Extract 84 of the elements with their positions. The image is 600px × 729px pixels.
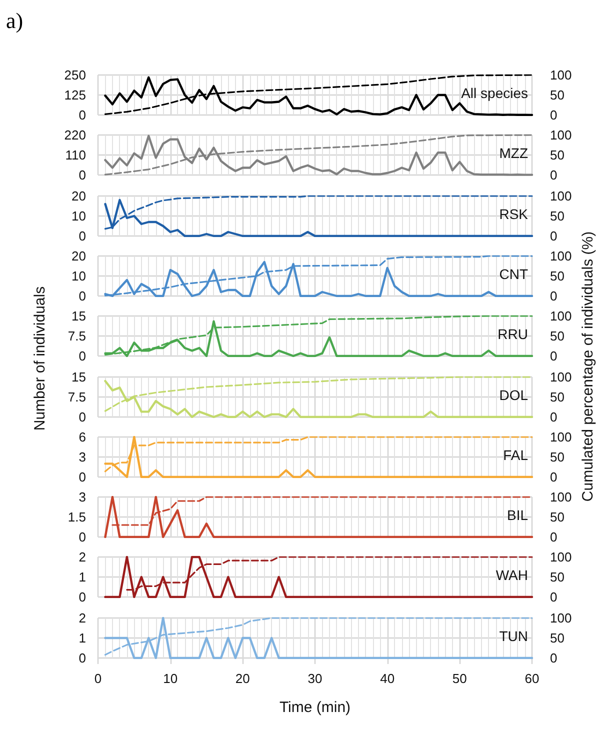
x-tick-label: 50 [452,670,467,686]
y-tick-label: 6 [78,429,86,444]
y2-tick-label: 50 [550,510,564,525]
x-tick-label: 60 [524,670,540,686]
y-tick-label: 250 [64,68,86,82]
y2-tick-label: 50 [550,630,564,646]
y2-tick-label: 0 [550,409,558,424]
y-tick-label: 0 [78,590,86,605]
x-tick-label: 30 [308,670,322,686]
y-tick-label: 0 [78,288,86,304]
series-label: MZZ [499,145,528,162]
y-tick-label: 0 [78,469,86,484]
series-label: FAL [503,446,528,463]
y2-tick-label: 50 [550,328,564,344]
y-tick-label: 3 [78,449,86,464]
x-tick-label: 10 [163,670,178,686]
y2-tick-label: 100 [550,68,572,82]
y2-tick-label: 100 [550,128,572,143]
y2-tick-label: 0 [550,650,558,666]
y-tick-label: 1 [78,570,86,585]
y2-tick-label: 50 [550,88,564,102]
y2-tick-label: 0 [550,288,558,304]
y-tick-label: 1.5 [68,510,86,525]
y-tick-label: 7.5 [68,389,86,404]
y-tick-label: 3 [78,490,86,505]
y-tick-label: 220 [64,128,86,143]
series-label: BIL [506,507,528,524]
y2-tick-label: 100 [550,429,572,444]
y2-tick-label: 0 [550,469,558,484]
y2-tick-label: 100 [550,550,572,565]
y2-tick-label: 50 [550,449,564,464]
x-axis-title: Time (min) [279,698,351,716]
y-tick-label: 10 [72,208,86,224]
series-label: CNT [499,266,528,282]
y-tick-label: 2 [78,610,86,626]
y2-tick-label: 0 [550,590,558,605]
y-tick-label: 125 [64,88,86,102]
y2-tick-label: 50 [550,148,564,163]
y-tick-label: 15 [72,308,86,324]
series-label: RSK [499,206,529,222]
y2-tick-label: 50 [550,268,564,284]
series-label: RRU [498,326,528,342]
y-tick-label: 0 [78,650,86,666]
y2-tick-label: 0 [550,108,558,122]
y-tick-label: 0 [78,228,86,244]
y2-tick-label: 100 [550,248,572,264]
line-series [104,198,534,237]
y-tick-label: 20 [72,188,86,204]
series-label: DOL [499,386,528,402]
y2-axis-title: Cumulated percentage of individuals (%) [580,231,597,502]
y2-tick-label: 50 [550,570,564,585]
y-tick-label: 7.5 [68,328,86,344]
y2-tick-label: 50 [550,389,564,404]
y2-tick-label: 100 [550,188,572,204]
y2-tick-label: 100 [550,308,572,324]
y-tick-label: 0 [78,409,86,424]
series-label: TUN [499,628,528,644]
y2-tick-label: 100 [550,369,572,384]
y-tick-label: 0 [78,530,86,545]
y-tick-label: 0 [78,168,86,183]
x-tick-label: 20 [235,670,250,686]
y-axis-title: Number of individuals [32,286,49,430]
y2-tick-label: 100 [550,610,572,626]
y-tick-label: 15 [72,369,86,384]
line-series [104,496,534,538]
y-tick-label: 1 [78,630,86,646]
y-tick-label: 110 [65,148,86,163]
series-label: WAH [496,567,528,584]
y2-tick-label: 0 [550,228,558,244]
y2-tick-label: 0 [550,168,558,183]
y2-tick-label: 0 [550,348,558,364]
y2-tick-label: 50 [550,208,564,224]
y-tick-label: 0 [78,108,86,122]
y-tick-label: 2 [78,550,86,565]
y2-tick-label: 0 [550,530,558,545]
chart-title: a) [6,8,24,34]
line-series [104,379,534,418]
series-label: All species [461,85,528,101]
y-tick-label: 10 [72,268,86,284]
x-tick-label: 40 [380,670,395,686]
y-tick-label: 20 [72,248,86,264]
y2-tick-label: 100 [550,490,572,505]
x-tick-label: 0 [94,670,102,686]
y-tick-label: 0 [78,348,86,364]
